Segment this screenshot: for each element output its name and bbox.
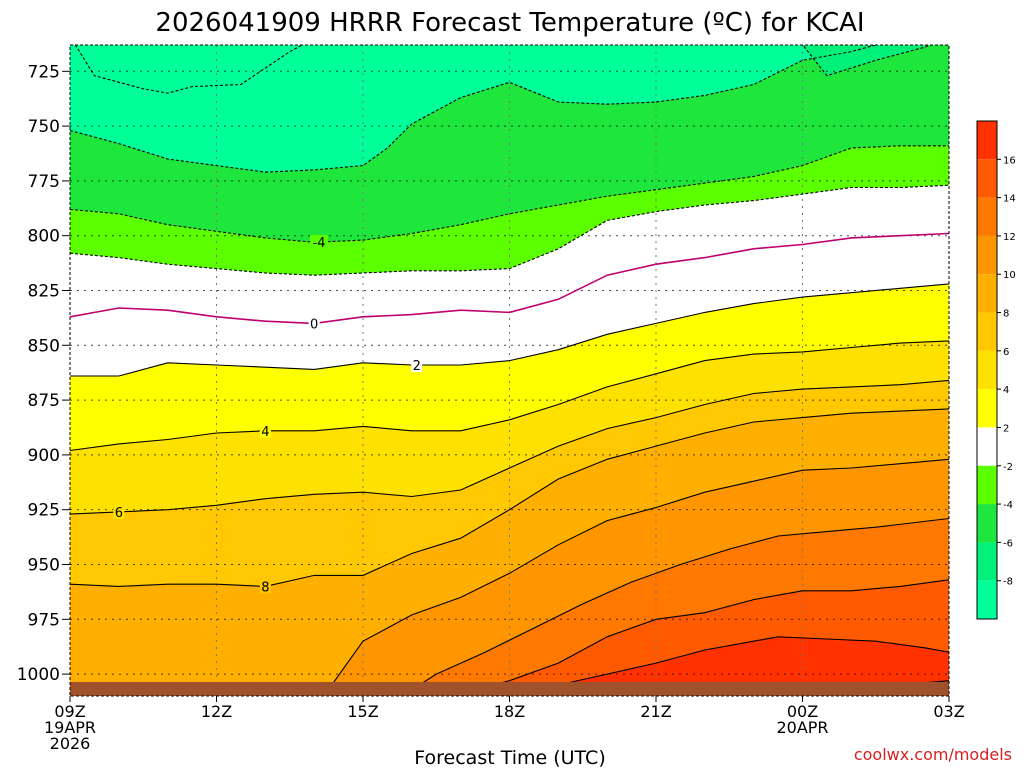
y-tick-label-800: 800: [28, 227, 60, 247]
x-tick-label-9-0: 18Z: [494, 702, 525, 721]
colorbar-tick-label--6: -6: [1003, 538, 1013, 549]
x-tick-label-0-2: 2026: [50, 734, 91, 753]
y-axis: 725 750 775 800 825 850 875 900 925 950 975 1000: [17, 62, 70, 685]
y-tick-label-750: 750: [28, 117, 60, 137]
colorbar: -8 -6 -4 -2 2 4 6 8 10 12 14 16: [976, 120, 1016, 620]
colorbar-bin-4-to-6: [977, 350, 997, 390]
y-tick-label-950: 950: [28, 555, 60, 575]
colorbar-tick-label-6: 6: [1003, 347, 1009, 358]
contour-label-7: 4: [261, 425, 269, 440]
colorbar-tick-label-10: 10: [1003, 270, 1016, 281]
isotherm-14-12: [450, 579, 949, 696]
y-tick-label-850: 850: [28, 336, 60, 356]
colorbar-tick-label-12: 12: [1003, 232, 1016, 243]
colorbar-tick-label-16: 16: [1003, 155, 1016, 166]
colorbar-frame: [976, 120, 998, 620]
y-tick-label-725: 725: [28, 62, 60, 82]
isotherm-4-7: [70, 340, 949, 452]
contour-label-5: 0: [310, 317, 318, 332]
y-tick-label-825: 825: [28, 281, 60, 301]
contour-label-bg-7: [259, 423, 271, 438]
temperature-fill-layer: [70, 45, 949, 696]
x-tick-label-6-0: 15Z: [347, 702, 378, 721]
x-tick-label-15-1: 20APR: [776, 718, 828, 737]
x-tick-label-3-0: 12Z: [201, 702, 232, 721]
colorbar-bin--4-to--2: [977, 465, 997, 505]
contour-label-bg-6: [411, 358, 423, 373]
isotherm--8-1: [802, 45, 933, 77]
y-tick-label-775: 775: [28, 172, 60, 192]
x-tick-label-0-0: 09Z: [54, 702, 85, 721]
contour-label-6: 2: [413, 359, 421, 374]
x-tick-label-15-0: 00Z: [787, 702, 818, 721]
colorbar-bin--2-to-2: [977, 427, 997, 466]
colorbar-bin-10-to-12: [977, 235, 997, 275]
colorbar-bin--6-to--4: [977, 504, 997, 543]
colorbar-tick-label--2: -2: [1003, 462, 1013, 473]
contour-label-bg-3: [310, 235, 329, 250]
contour-label-bg-5: [308, 316, 320, 331]
colorbar-tick-label-8: 8: [1003, 309, 1009, 320]
isotherm--4-3: [70, 145, 949, 243]
credit-text: coolwx.com/models: [854, 745, 1012, 764]
x-tick-label-0-1: 19APR: [44, 718, 96, 737]
colorbar-tick-label-14: 14: [1003, 194, 1016, 205]
colorbar-bin--8-to--6: [977, 542, 997, 581]
colorbar-bin-2-to-4: [977, 389, 997, 428]
colorbar-tick-label--8: -8: [1003, 577, 1013, 588]
colorbar-bin--10-to--8: [977, 580, 997, 619]
colorbar-tick-label-4: 4: [1003, 385, 1009, 396]
contour-label-8: 6: [115, 506, 123, 521]
isotherm-10-10: [323, 458, 949, 696]
contour-label-bg-8: [113, 504, 125, 519]
isotherm-12-11: [401, 517, 949, 696]
colorbar-tick-label-2: 2: [1003, 423, 1009, 434]
chart-title: 2026041909 HRRR Forecast Temperature (ºC…: [155, 8, 864, 38]
colorbar-bin-12-to-14: [977, 197, 997, 236]
colorbar-bin-6-to-8: [977, 312, 997, 351]
y-tick-label-975: 975: [28, 610, 60, 630]
y-tick-label-875: 875: [28, 391, 60, 411]
ground-surface-band: [70, 682, 949, 696]
contour-label-bg-9: [259, 579, 271, 594]
isotherm--2-4: [70, 184, 949, 276]
contour-label-9: 8: [261, 580, 269, 595]
isotherm-8-9: [70, 408, 949, 587]
y-tick-label-925: 925: [28, 501, 60, 521]
x-tick-label-18-0: 03Z: [933, 702, 964, 721]
colorbar-bin-16-to-18: [977, 121, 997, 160]
y-tick-label-900: 900: [28, 446, 60, 466]
y-tick-label-1000: 1000: [17, 665, 60, 685]
colorbar-tick-label--4: -4: [1003, 500, 1013, 511]
colorbar-bin-14-to-16: [977, 159, 997, 198]
x-axis-label: Forecast Time (UTC): [414, 747, 605, 768]
contour-label-layer: -4 0 2 4 6 8: [113, 235, 423, 595]
x-tick-label-12-0: 21Z: [640, 702, 671, 721]
band-below-16: [509, 636, 949, 696]
isotherm-0-5: [70, 232, 949, 325]
colorbar-bin-8-to-10: [977, 274, 997, 313]
contour-label-3: -4: [313, 236, 326, 251]
isotherm--8-0: [74, 45, 304, 94]
isotherm-16-13: [509, 636, 949, 696]
band-cold-lobe-left: [70, 45, 302, 94]
isotherm-6-8: [70, 379, 949, 515]
isotherm-2-6: [70, 283, 949, 377]
band-cold-lobe-right: [802, 45, 931, 76]
